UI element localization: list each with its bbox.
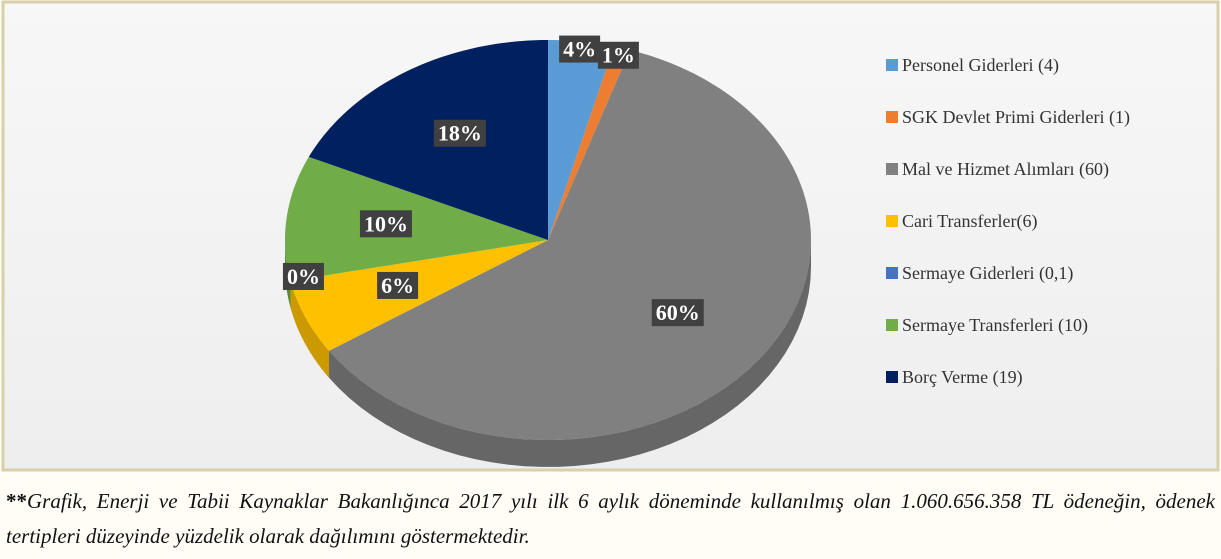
caption-text: Grafik, Enerji ve Tabii Kaynaklar Bakanl… <box>6 489 1215 548</box>
caption-mark: ** <box>6 489 27 513</box>
legend-label: Borç Verme (19) <box>902 367 1023 387</box>
legend-item: SGK Devlet Primi Giderleri (1) <box>886 104 1196 130</box>
legend-item: Cari Transferler(6) <box>886 208 1196 234</box>
legend-label: Sermaye Transferleri (10) <box>902 315 1088 335</box>
data-label: 10% <box>364 211 408 236</box>
slice <box>308 40 548 240</box>
slice <box>548 46 631 240</box>
data-label: 1% <box>602 43 635 68</box>
slice-side <box>329 240 811 467</box>
legend-label: Personel Giderleri (4) <box>902 55 1059 75</box>
legend-item: Sermaye Transferleri (10) <box>886 312 1196 338</box>
legend-swatch <box>886 267 898 279</box>
legend-swatch <box>886 59 898 71</box>
data-label: 6% <box>381 273 414 298</box>
legend-label: Mal ve Hizmet Alımları (60) <box>902 159 1109 179</box>
legend-swatch <box>886 111 898 123</box>
legend-item: Mal ve Hizmet Alımları (60) <box>886 156 1196 182</box>
legend-label: Cari Transferler(6) <box>902 211 1038 231</box>
data-label-box <box>377 271 419 299</box>
data-label-box <box>359 210 412 238</box>
data-label: 4% <box>563 37 596 62</box>
legend-item: Personel Giderleri (4) <box>886 52 1196 78</box>
legend-swatch <box>886 163 898 175</box>
legend-item: Borç Verme (19) <box>886 364 1196 390</box>
legend-swatch <box>886 371 898 383</box>
slice <box>285 156 548 281</box>
chart: 4% 1% 60% 6% 0% 10% 18% <box>1 0 1220 472</box>
data-label: 18% <box>438 121 482 146</box>
data-label: 0% <box>287 264 320 289</box>
legend-label: SGK Devlet Primi Giderleri (1) <box>902 107 1130 127</box>
legend: Personel Giderleri (4) SGK Devlet Primi G… <box>886 52 1196 416</box>
legend-item: Sermaye Giderleri (0,1) <box>886 260 1196 286</box>
data-label-box <box>559 35 601 63</box>
slice <box>548 40 615 240</box>
data-label-box <box>433 119 486 147</box>
legend-label: Sermaye Giderleri (0,1) <box>902 263 1074 283</box>
slice <box>290 240 548 351</box>
legend-swatch <box>886 215 898 227</box>
slice-side <box>290 280 330 378</box>
data-label: 60% <box>656 300 700 325</box>
data-label-box <box>651 299 704 327</box>
legend-swatch <box>886 319 898 331</box>
caption: **Grafik, Enerji ve Tabii Kaynaklar Baka… <box>6 484 1215 554</box>
data-label-box <box>597 41 639 69</box>
slice <box>329 49 811 440</box>
data-label-box <box>282 262 324 290</box>
